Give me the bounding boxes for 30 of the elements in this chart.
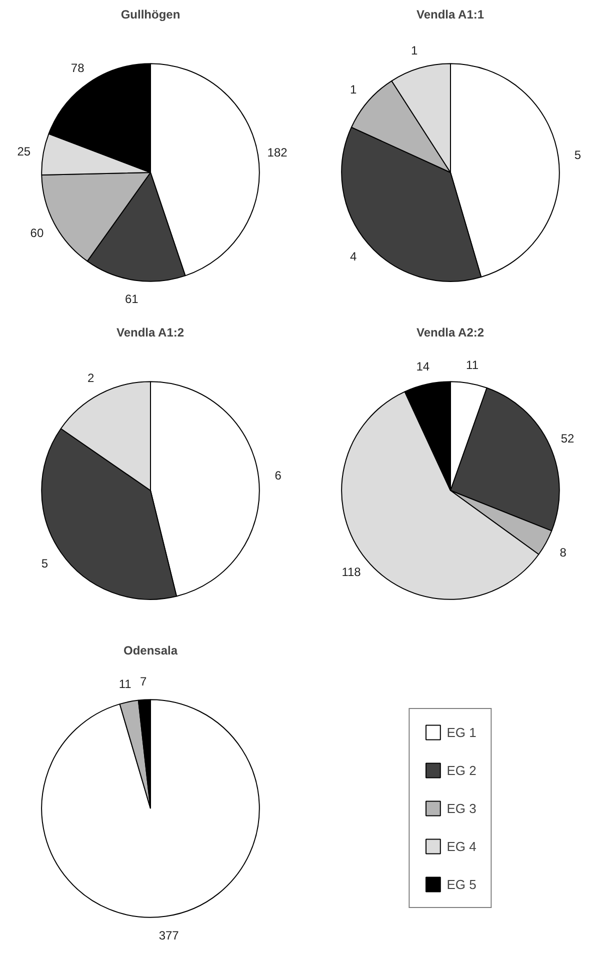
data-label: 4	[350, 250, 358, 264]
data-label: 182	[267, 145, 288, 160]
data-label: 5	[41, 556, 48, 570]
data-label: 1	[350, 82, 358, 96]
chart-title: Gullhögen	[120, 8, 180, 22]
data-label: 11	[118, 676, 132, 691]
data-label: 78	[70, 60, 85, 75]
data-label: 14	[416, 359, 430, 374]
data-label: 25	[17, 144, 31, 158]
data-label: 1	[410, 44, 418, 58]
data-label: 61	[125, 292, 139, 306]
legend-label: EG 1	[446, 724, 476, 740]
data-label: 6	[274, 468, 282, 483]
data-label: 52	[560, 431, 575, 446]
data-label: 377	[158, 928, 180, 942]
legend-label: EG 4	[446, 838, 476, 854]
data-label: 5	[574, 148, 582, 162]
chart-title: Vendla A2:2	[416, 326, 484, 340]
chart-title: Vendla A1:2	[116, 326, 184, 340]
data-label: 7	[140, 674, 148, 689]
data-label: 60	[30, 226, 44, 240]
chart-title: Vendla A1:1	[416, 8, 484, 22]
chart-title: Odensala	[123, 644, 178, 658]
legend-label: EG 3	[446, 800, 476, 816]
data-label: 8	[560, 546, 567, 560]
legend-label: EG 2	[446, 762, 476, 778]
data-label: 118	[342, 565, 362, 580]
data-label: 11	[466, 358, 479, 372]
data-label: 2	[87, 371, 94, 386]
legend-label: EG 5	[446, 876, 476, 892]
